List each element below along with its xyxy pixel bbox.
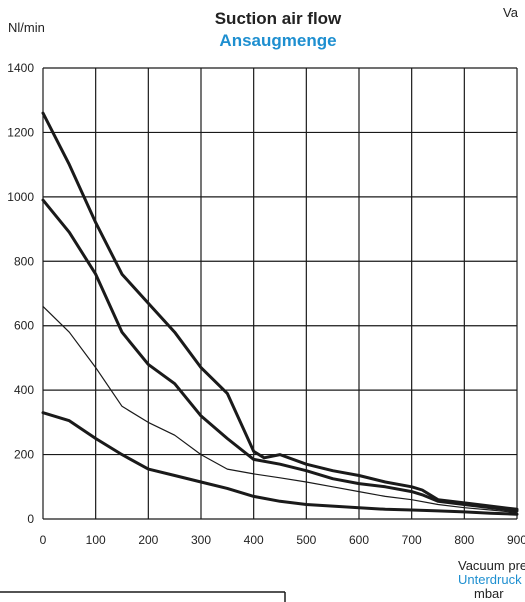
x-tick-label: 500 [296,533,316,547]
y-tick-label: 600 [14,319,34,333]
y-tick-label: 1200 [7,125,34,139]
y-tick-label: 1000 [7,190,34,204]
series-lines [41,111,519,516]
x-tick-label: 200 [138,533,158,547]
x-axis-unit: mbar [474,586,504,601]
x-tick-label: 600 [349,533,369,547]
x-tick-label: 800 [454,533,474,547]
y-tick-label: 800 [14,254,34,268]
corner-label: Va [503,5,519,20]
x-tick-label: 100 [86,533,106,547]
chart-title: Suction air flow [215,9,342,28]
x-tick-label: 300 [191,533,211,547]
y-tick-label: 200 [14,448,34,462]
x-tick-label: 400 [244,533,264,547]
tick-labels: 0 100 200 300 400 500 600 700 800 900 0 200 400 600 80… [7,61,525,547]
x-tick-label: 900 [507,533,525,547]
y-tick-label: 1400 [7,61,34,75]
x-axis-label: Vacuum pressure [458,558,525,573]
y-tick-label: 0 [27,512,34,526]
series-line-4 [41,411,519,516]
y-axis-label: Nl/min [8,20,45,35]
series-line-2 [41,198,519,513]
x-axis-label-german: Unterdruck [458,572,522,587]
x-tick-label: 0 [40,533,47,547]
series-line-1 [41,111,519,511]
y-tick-label: 400 [14,383,34,397]
chart-subtitle: Ansaugmenge [219,31,336,50]
series-line-3 [42,305,518,514]
x-tick-label: 700 [402,533,422,547]
